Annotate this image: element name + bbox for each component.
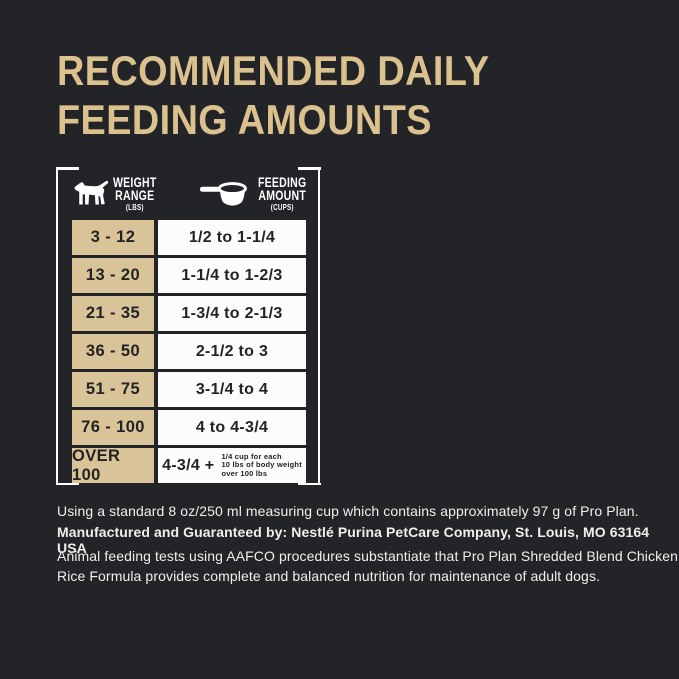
- page-title: RECOMMENDED DAILY FEEDING AMOUNTS: [57, 46, 538, 144]
- table-row: OVER 100 4-3/4 + 1/4 cup for each 10 lbs…: [72, 447, 306, 484]
- table-row: 21 - 35 1-3/4 to 2-1/3: [72, 296, 306, 331]
- feeding-amount-value: 4 to 4-3/4: [158, 410, 306, 445]
- dog-icon: [74, 180, 110, 207]
- table-row: 36 - 50 2-1/2 to 3: [72, 334, 306, 369]
- weight-range-value: OVER 100: [72, 447, 154, 484]
- feeding-amount-value: 3-1/4 to 4: [158, 372, 306, 407]
- note-line3: over 100 lbs: [221, 468, 268, 478]
- frame-corner-bottom-right: [297, 482, 321, 485]
- weight-range-value: 51 - 75: [72, 372, 154, 407]
- table-row: 13 - 20 1-1/4 to 1-2/3: [72, 258, 306, 293]
- weight-label-line1: WEIGHT: [113, 174, 157, 190]
- table-rows: 3 - 12 1/2 to 1-1/4 13 - 20 1-1/4 to 1-2…: [72, 220, 306, 486]
- table-header: WEIGHT RANGE (LBS) FEEDING AMOUNT (CUPS: [58, 167, 318, 220]
- frame-corner-top-left: [55, 167, 79, 170]
- measuring-cup-footnote: Using a standard 8 oz/250 ml measuring c…: [57, 503, 639, 519]
- page-title-line2: FEEDING AMOUNTS: [57, 96, 432, 143]
- feeding-amount-label: FEEDING AMOUNT (CUPS): [257, 174, 307, 212]
- feeding-amount-value: 2-1/2 to 3: [158, 334, 306, 369]
- weight-range-value: 13 - 20: [72, 258, 154, 293]
- feeding-amount-base: 4-3/4 +: [162, 456, 215, 474]
- weight-unit-label: (LBS): [125, 202, 144, 212]
- note-line1: 1/4 cup for each: [221, 451, 282, 461]
- feeding-label-line2: AMOUNT: [258, 187, 306, 203]
- feeding-amount-note: 1/4 cup for each 10 lbs of body weight o…: [221, 451, 302, 479]
- weight-range-header: WEIGHT RANGE (LBS): [74, 174, 169, 212]
- frame-corner-top-right: [297, 167, 321, 170]
- weight-label-line2: RANGE: [115, 187, 155, 203]
- manufacturer-footnote: Manufactured and Guaranteed by: Nestlé P…: [57, 524, 650, 556]
- weight-range-value: 21 - 35: [72, 296, 154, 331]
- table-row: 51 - 75 3-1/4 to 4: [72, 372, 306, 407]
- feeding-amount-value: 4-3/4 + 1/4 cup for each 10 lbs of body …: [158, 448, 306, 483]
- table-row: 76 - 100 4 to 4-3/4: [72, 410, 306, 445]
- frame-corner-bottom-left: [55, 482, 79, 485]
- feeding-unit-label: (CUPS): [270, 202, 294, 212]
- measuring-cup-icon: [199, 179, 255, 208]
- aafco-statement: Animal feeding tests using AAFCO procedu…: [57, 548, 679, 584]
- weight-range-value: 76 - 100: [72, 410, 154, 445]
- feeding-amount-header: FEEDING AMOUNT (CUPS): [199, 174, 320, 212]
- feeding-amount-value: 1-3/4 to 2-1/3: [158, 296, 306, 331]
- table-row: 3 - 12 1/2 to 1-1/4: [72, 220, 306, 255]
- feeding-table: WEIGHT RANGE (LBS) FEEDING AMOUNT (CUPS: [55, 167, 321, 486]
- feeding-label-line1: FEEDING: [257, 174, 307, 190]
- feeding-amount-value: 1/2 to 1-1/4: [158, 220, 306, 255]
- weight-range-value: 3 - 12: [72, 220, 154, 255]
- feeding-amount-value: 1-1/4 to 1-2/3: [158, 258, 306, 293]
- page-title-line1: RECOMMENDED DAILY: [57, 47, 490, 94]
- note-line2: 10 lbs of body weight: [221, 460, 302, 470]
- weight-range-label: WEIGHT RANGE (LBS): [113, 174, 157, 212]
- weight-range-value: 36 - 50: [72, 334, 154, 369]
